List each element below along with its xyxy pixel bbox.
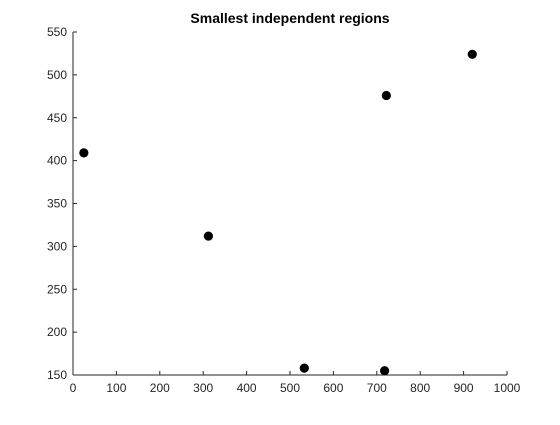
x-tick-label: 200 [150,381,170,395]
x-tick-label: 400 [237,381,257,395]
data-point [79,148,89,158]
data-point [381,90,391,101]
x-tick-label: 300 [193,381,213,395]
data-point [299,363,309,373]
data-point [203,231,214,241]
y-tick-label: 300 [47,239,67,253]
y-tick-label: 150 [47,368,67,382]
chart-title: Smallest independent regions [190,10,389,26]
y-tick-label: 250 [47,282,67,296]
y-tick-label: 550 [47,25,67,39]
data-point [467,49,477,59]
x-axis-ticks: 0 100 200 300 400 500 600 700 800 900 1000 [70,371,521,395]
x-tick-label: 500 [280,381,300,395]
y-tick-label: 500 [47,68,67,82]
x-tick-label: 700 [367,381,387,395]
y-axis-ticks: 150 200 250 300 350 400 450 500 550 [47,25,77,382]
y-tick-label: 200 [47,325,67,339]
y-tick-label: 400 [47,154,67,168]
y-tick-label: 350 [47,197,67,211]
x-tick-label: 800 [410,381,430,395]
x-tick-label: 1000 [494,381,521,395]
x-tick-label: 900 [454,381,474,395]
x-tick-label: 0 [70,381,77,395]
x-tick-label: 100 [106,381,126,395]
data-points [79,49,477,376]
y-tick-label: 450 [47,111,67,125]
x-tick-label: 600 [323,381,343,395]
plot-area [73,32,507,375]
data-point [380,366,390,376]
